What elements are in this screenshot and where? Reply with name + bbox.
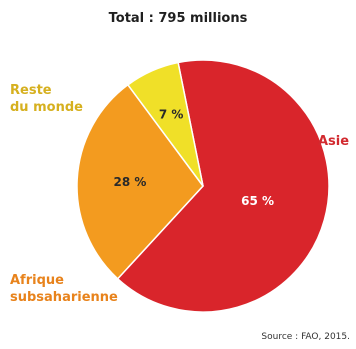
label-reste-line-2: du monde bbox=[10, 100, 83, 115]
slice-afrique-subsaharienne bbox=[76, 83, 204, 280]
value-label-afrique: 28 % bbox=[114, 175, 147, 189]
chart-title: Total : 795 millions bbox=[108, 11, 248, 26]
slice-asie bbox=[116, 59, 330, 313]
label-afrique-line-2: subsaharienne bbox=[10, 290, 118, 305]
slice-reste-du-monde bbox=[126, 61, 204, 187]
value-label-asie: 65 % bbox=[241, 194, 274, 208]
source-note: Source : FAO, 2015. bbox=[261, 332, 350, 342]
label-reste-du-monde: Reste du monde bbox=[10, 82, 83, 116]
label-reste-line-1: Reste bbox=[10, 83, 52, 98]
label-asie: Asie bbox=[318, 134, 350, 149]
label-afrique-line-1: Afrique bbox=[10, 273, 64, 288]
value-label-reste: 7 % bbox=[159, 108, 184, 122]
label-afrique-subsaharienne: Afrique subsaharienne bbox=[10, 272, 118, 306]
